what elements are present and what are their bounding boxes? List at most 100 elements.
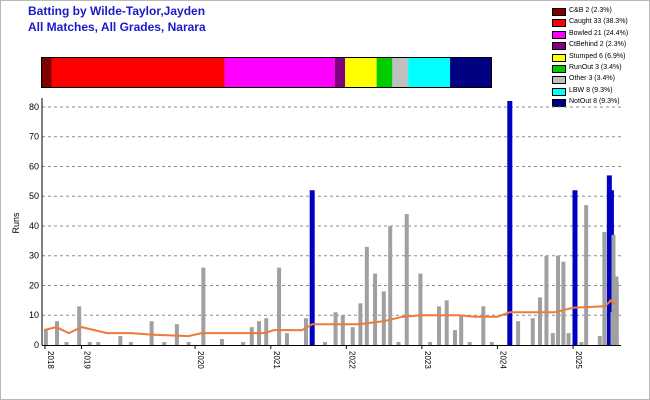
runs-bar [550, 333, 555, 345]
runs-bar [149, 321, 154, 345]
legend-item-other: Other 3 (3.4%) [552, 74, 648, 85]
legend-item-lbw: LBW 8 (9.3%) [552, 86, 648, 97]
not-out-bar [309, 190, 315, 345]
runs-bar [459, 315, 464, 345]
legend-label: Other 3 (3.4%) [569, 75, 615, 83]
dismissal-bar-border [41, 57, 492, 88]
runs-bar [388, 225, 393, 345]
runs-bar [566, 333, 571, 345]
legend-swatch [552, 53, 566, 62]
runs-bar [340, 315, 345, 345]
y-tick-label: 20 [29, 280, 39, 290]
legend-label: LBW 8 (9.3%) [569, 86, 613, 94]
legend-swatch [552, 30, 566, 39]
dismissal-segment [392, 57, 409, 88]
y-axis-label: Runs [11, 212, 21, 234]
x-tick-label: 2018 [46, 351, 55, 369]
legend-item-cb: C&B 2 (2.3%) [552, 6, 648, 17]
legend-item-runout: RunOut 3 (3.4%) [552, 63, 648, 74]
legend-label: C&B 2 (2.3%) [569, 7, 612, 14]
dismissal-segment [450, 57, 492, 88]
runs-bar [381, 291, 386, 345]
runs-bar [556, 255, 561, 345]
y-tick-label: 40 [29, 221, 39, 231]
y-tick-label: 10 [29, 310, 39, 320]
runs-bar [323, 342, 328, 345]
runs-bar [544, 255, 549, 345]
y-tick-label: 60 [29, 161, 39, 171]
x-tick-label: 2020 [196, 351, 205, 369]
dismissal-segment [41, 57, 52, 88]
y-tick-label: 30 [29, 251, 39, 261]
chart-legend: C&B 2 (2.3%) Caught 33 (38.3%) Bowled 21… [552, 6, 648, 109]
legend-item-caught: Caught 33 (38.3%) [552, 17, 648, 28]
legend-label: Stumped 6 (6.9%) [569, 52, 626, 60]
not-out-bar [572, 190, 578, 345]
dismissal-segment [334, 57, 346, 88]
chart-subtitle: All Matches, All Grades, Narara [28, 20, 206, 34]
runs-bar [396, 342, 401, 345]
runs-bar [597, 336, 602, 345]
runs-bar [602, 231, 607, 345]
legend-label: Bowled 21 (24.4%) [569, 29, 629, 37]
runs-bar [64, 342, 69, 345]
runs-bar [584, 205, 589, 345]
dismissal-segment [224, 57, 335, 88]
not-out-bar [608, 190, 614, 345]
runs-bar [481, 306, 486, 345]
runs-bar [364, 246, 369, 345]
dismissal-segment [345, 57, 377, 88]
runs-bar [249, 327, 254, 345]
runs-bar [437, 306, 442, 345]
x-tick-label: 2023 [423, 351, 432, 369]
x-tick-label: 2025 [574, 351, 583, 369]
x-tick-label: 2021 [272, 351, 281, 369]
runs-bar [118, 336, 123, 345]
dismissal-segment [408, 57, 451, 88]
runs-bar [444, 300, 449, 345]
legend-swatch [552, 87, 566, 96]
runs-bar [174, 324, 179, 345]
dismissal-breakdown-bar [41, 57, 492, 88]
legend-label: NotOut 8 (9.3%) [569, 98, 620, 106]
legend-item-bowled: Bowled 21 (24.4%) [552, 29, 648, 40]
runs-bar [418, 273, 423, 345]
average-line [43, 298, 617, 338]
runs-bar [467, 342, 472, 345]
runs-bar [489, 342, 494, 345]
y-tick-label: 80 [29, 102, 39, 112]
x-tick-label: 2019 [82, 351, 91, 369]
legend-swatch [552, 42, 566, 51]
runs-bar [96, 342, 101, 345]
legend-swatch [552, 8, 566, 16]
runs-bar [162, 342, 167, 345]
y-tick-label: 50 [29, 191, 39, 201]
runs-bar [404, 214, 409, 345]
legend-item-stumped: Stumped 6 (6.9%) [552, 52, 648, 63]
runs-bar [333, 312, 338, 345]
runs-bar [452, 330, 457, 345]
runs-bar [128, 342, 133, 345]
runs-bar [538, 297, 543, 345]
chart-title: Batting by Wilde-Taylor,Jayden [28, 4, 206, 18]
runs-bar [201, 267, 206, 345]
legend-swatch [552, 64, 566, 73]
runs-bar [87, 342, 92, 345]
runs-bar [530, 318, 535, 345]
runs-bar [516, 321, 521, 345]
runs-bar [43, 330, 48, 345]
runs-bar [350, 327, 355, 345]
runs-bar [219, 339, 224, 345]
not-out-bar [507, 101, 513, 345]
y-tick-label: 70 [29, 132, 39, 142]
runs-bar [428, 342, 433, 345]
legend-label: CtBehind 2 (2.3%) [569, 41, 627, 49]
runs-bar [55, 321, 60, 345]
runs-bar [284, 333, 289, 345]
runs-bar [561, 261, 566, 345]
x-tick-label: 2022 [347, 351, 356, 369]
dismissal-segment [376, 57, 393, 88]
runs-bar [241, 342, 246, 345]
